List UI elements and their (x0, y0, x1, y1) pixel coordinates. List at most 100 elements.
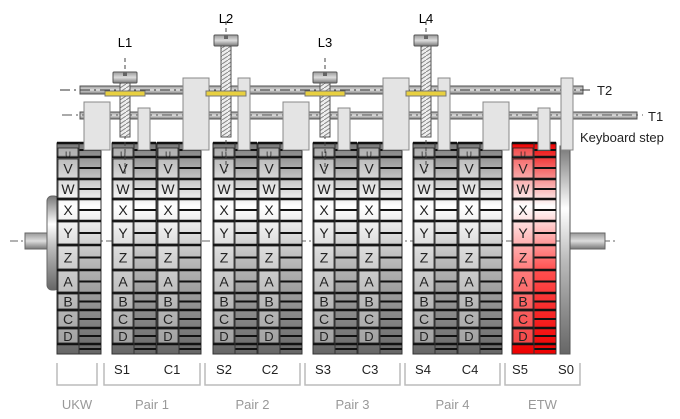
letter-u: U (421, 151, 427, 160)
letter-x: X (163, 202, 173, 218)
letter-cell (512, 245, 534, 270)
letter-cell (157, 147, 179, 158)
letter-u: U (165, 151, 171, 160)
letter-v: V (219, 161, 229, 177)
letter-w: W (516, 181, 530, 197)
letter-cell (313, 221, 335, 245)
letter-v: V (518, 161, 528, 177)
letter-b: B (364, 294, 373, 310)
letter-cell (112, 328, 134, 344)
letter-cell (358, 293, 380, 310)
screw-shaft (119, 81, 131, 138)
letter-cell (313, 179, 335, 199)
group-label: Pair 3 (336, 397, 370, 412)
letter-cell (512, 158, 534, 179)
stepping-plate (282, 101, 310, 151)
letter-c: C (163, 311, 173, 327)
stepping-plate (182, 77, 210, 151)
letter-c: C (219, 311, 229, 327)
letter-x: X (464, 202, 474, 218)
letter-u: U (520, 151, 526, 160)
letter-cell (358, 179, 380, 199)
letter-cell (358, 221, 380, 245)
letter-b: B (464, 294, 473, 310)
letter-cell (358, 245, 380, 270)
letter-y: Y (419, 225, 429, 241)
letter-a: A (63, 274, 73, 290)
letter-w: W (317, 181, 331, 197)
letter-cell (458, 221, 480, 245)
letter-y: Y (464, 225, 474, 241)
letter-b: B (264, 294, 273, 310)
letter-v: V (163, 161, 173, 177)
letter-cell (458, 245, 480, 270)
group-label: Pair 1 (135, 397, 169, 412)
letter-a: A (419, 274, 429, 290)
washer (104, 90, 146, 97)
letter-z: Z (519, 250, 528, 266)
letter-cell (258, 221, 280, 245)
letter-cell (413, 179, 435, 199)
letter-u: U (266, 151, 272, 160)
letter-w: W (417, 181, 431, 197)
wheel-label: C4 (462, 362, 479, 377)
letter-u: U (366, 151, 372, 160)
letter-cell (413, 221, 435, 245)
group-bracket (304, 363, 401, 386)
letter-cell (413, 199, 435, 221)
letter-cell (112, 310, 134, 328)
letter-cell (213, 328, 235, 344)
letter-z: Z (320, 250, 329, 266)
letter-w: W (362, 181, 376, 197)
letter-cell (112, 221, 134, 245)
letter-z: Z (220, 250, 229, 266)
letter-z: Z (164, 250, 173, 266)
lever-label-l4: L4 (419, 11, 433, 26)
lever-screw-l1 (104, 58, 146, 175)
letter-cell (358, 310, 380, 328)
letter-c: C (319, 311, 329, 327)
stepping-plate (83, 101, 111, 151)
letter-cell (213, 293, 235, 310)
letter-cell (213, 199, 235, 221)
washer (304, 90, 346, 97)
screw-slot (224, 35, 228, 39)
letter-z: Z (365, 250, 374, 266)
letter-cell (512, 310, 534, 328)
letter-x: X (63, 202, 73, 218)
wheel-s0 (559, 145, 571, 355)
letter-cell (112, 179, 134, 199)
group-label: Pair 4 (436, 397, 470, 412)
letter-cell (458, 293, 480, 310)
letter-u: U (221, 151, 227, 160)
letter-z: Z (420, 250, 429, 266)
wheel-label: S4 (415, 362, 431, 377)
letter-cell (213, 179, 235, 199)
letter-cell (512, 270, 534, 293)
letter-u: U (466, 151, 472, 160)
letter-cell (112, 245, 134, 270)
letter-w: W (462, 181, 476, 197)
letter-cell (157, 293, 179, 310)
wheel-label: C2 (262, 362, 279, 377)
letter-y: Y (319, 225, 329, 241)
letter-cell (258, 147, 280, 158)
letter-cell (512, 221, 534, 245)
letter-cell (512, 199, 534, 221)
group-label: ETW (528, 397, 558, 412)
letter-cell (413, 147, 435, 158)
letter-w: W (262, 181, 276, 197)
washer (205, 90, 247, 97)
letter-d: D (364, 329, 373, 344)
screw-slot (123, 72, 127, 76)
group-bracket (103, 363, 201, 386)
letter-b: B (118, 294, 127, 310)
letter-cell (512, 328, 534, 344)
group-bracket (204, 363, 301, 386)
letter-b: B (518, 294, 527, 310)
letter-b: B (219, 294, 228, 310)
